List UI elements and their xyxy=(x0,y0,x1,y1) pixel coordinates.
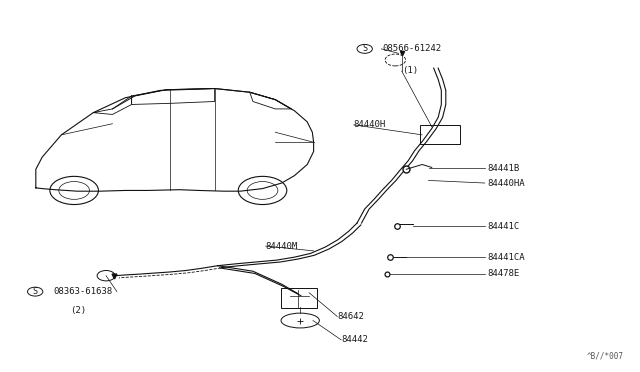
Text: ^B//*007: ^B//*007 xyxy=(586,352,623,361)
Text: (2): (2) xyxy=(70,306,86,315)
Text: 84441B: 84441B xyxy=(487,164,520,173)
Text: 08566-61242: 08566-61242 xyxy=(383,44,442,53)
Text: (1): (1) xyxy=(402,66,418,75)
Text: 08363-61638: 08363-61638 xyxy=(53,287,112,296)
Text: 84642: 84642 xyxy=(337,312,364,321)
Text: 84440HA: 84440HA xyxy=(487,179,525,187)
Text: 84441CA: 84441CA xyxy=(487,253,525,262)
Text: 84478E: 84478E xyxy=(487,269,520,278)
Text: 84440M: 84440M xyxy=(266,241,298,250)
Text: S: S xyxy=(33,287,38,296)
Text: 84440H: 84440H xyxy=(354,121,386,129)
Text: 84442: 84442 xyxy=(341,335,368,344)
Text: 84441C: 84441C xyxy=(487,221,520,231)
Text: S: S xyxy=(362,44,367,53)
